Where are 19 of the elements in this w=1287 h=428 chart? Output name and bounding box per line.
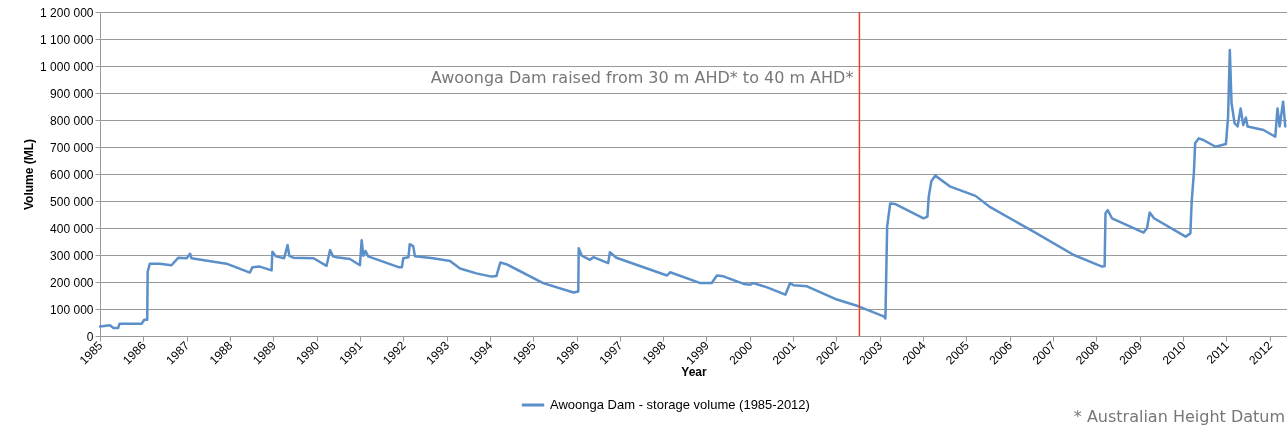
- y-tick-label: 400 000: [50, 221, 94, 236]
- y-tick-label: 1 000 000: [40, 59, 94, 74]
- y-axis-title: Volume (ML): [22, 138, 37, 211]
- y-tick-label: 700 000: [50, 140, 94, 155]
- y-tick-label: 1 200 000: [40, 5, 94, 20]
- y-tick-label: 0: [86, 329, 94, 344]
- text: * Australian Height Datum: [1073, 407, 1285, 426]
- ref-line-label: Awoonga Dam raised from 30 m AHD* to 40 m AHD*: [430, 68, 854, 87]
- y-tick-label: 500 000: [50, 194, 94, 209]
- y-tick-label: 200 000: [50, 275, 94, 290]
- y-tick-label: 300 000: [50, 248, 94, 263]
- y-tick-label: 800 000: [50, 113, 94, 128]
- line-series: [98, 48, 1287, 330]
- y-tick-label: 600 000: [50, 167, 94, 182]
- y-tick-label: 1 100 000: [40, 32, 94, 47]
- y-tick-label: 900 000: [50, 86, 94, 101]
- legend-label: Awoonga Dam - storage volume (1985-2012): [550, 397, 810, 412]
- x-axis-title: Year: [681, 364, 708, 379]
- y-tick-label: 100 000: [50, 302, 94, 317]
